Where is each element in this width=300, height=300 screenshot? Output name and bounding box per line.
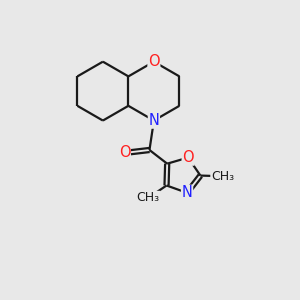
Text: CH₃: CH₃ xyxy=(211,170,234,183)
Text: CH₃: CH₃ xyxy=(137,191,160,204)
Text: O: O xyxy=(148,54,160,69)
Text: N: N xyxy=(182,185,193,200)
Text: O: O xyxy=(118,146,130,160)
Text: N: N xyxy=(148,113,159,128)
Text: O: O xyxy=(182,150,194,165)
